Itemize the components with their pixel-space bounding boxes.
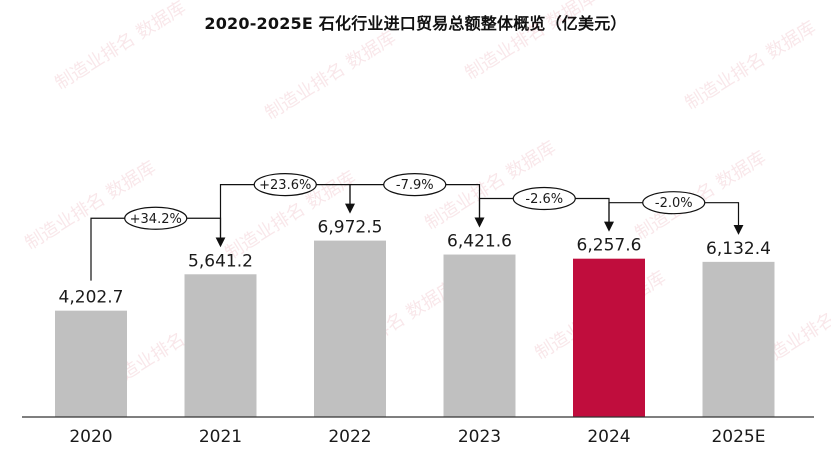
value-label-2022: 6,972.5 <box>318 218 383 238</box>
value-label-2021: 5,641.2 <box>188 251 253 271</box>
growth-label: +34.2% <box>130 212 182 227</box>
growth-badge <box>253 172 317 197</box>
bar-2023 <box>443 254 516 417</box>
bar-2020 <box>55 310 127 417</box>
growth-label: -2.6% <box>525 192 563 207</box>
bar-2024 <box>573 258 645 417</box>
growth-label: -2.0% <box>655 196 693 211</box>
bar-2025E <box>702 261 775 417</box>
growth-label: -7.9% <box>396 178 434 193</box>
labels-layer: 4,202.7 2020 5,641.2 2021 6,972.5 2022 6,421.6… <box>59 218 771 447</box>
value-label-2025E: 6,132.4 <box>706 239 771 259</box>
growth-badge <box>512 186 576 211</box>
value-label-2020: 4,202.7 <box>59 288 124 308</box>
value-label-2024: 6,257.6 <box>577 236 642 256</box>
x-tick-label-2025E: 2025E <box>711 427 765 447</box>
watermark-text: 制造业排名 数据库 <box>462 0 600 84</box>
value-label-2023: 6,421.6 <box>447 232 512 252</box>
x-tick-label-2022: 2022 <box>328 427 371 447</box>
bar-2021 <box>184 274 257 417</box>
growth-annotations-layer: +34.2% +23.6% -7.9% -2.6% -2.0% <box>90 172 744 281</box>
x-tick-label-2021: 2021 <box>199 427 242 447</box>
chart-title: 2020-2025E 石化行业进口贸易总额整体概览（亿美元） <box>204 14 627 33</box>
growth-badge <box>642 191 706 215</box>
x-tick-label-2023: 2023 <box>458 427 501 447</box>
growth-badge <box>383 172 447 197</box>
x-tick-label-2024: 2024 <box>587 427 630 447</box>
watermark-text: 制造业排名 数据库 <box>682 17 820 114</box>
bars-layer <box>55 240 775 417</box>
x-tick-label-2020: 2020 <box>69 427 112 447</box>
watermark-text: 制造业排名 数据库 <box>52 0 190 94</box>
watermark-text: 制造业排名 数据库 <box>262 27 400 124</box>
growth-badge <box>124 206 188 230</box>
bar-2022 <box>314 240 386 417</box>
growth-label: +23.6% <box>259 178 311 193</box>
